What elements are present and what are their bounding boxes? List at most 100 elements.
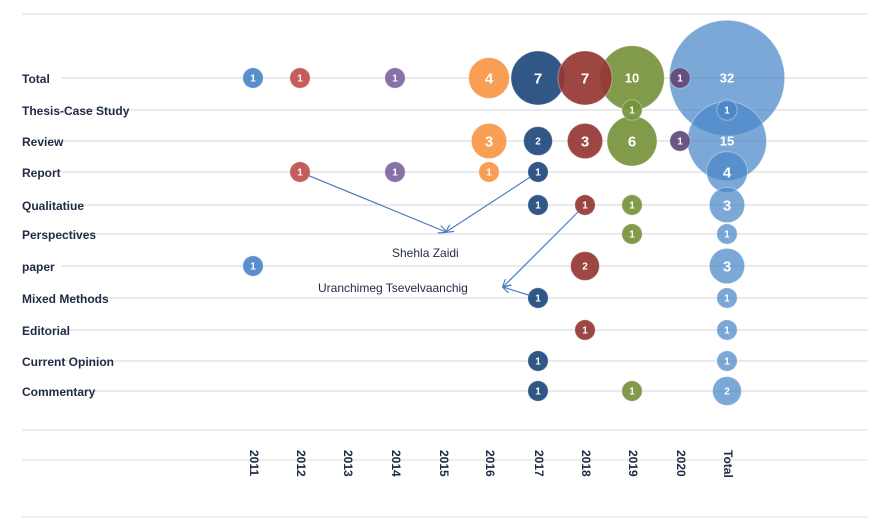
col-label-2015: 2015 <box>437 450 451 477</box>
row-label-thesis-case-study: Thesis-Case Study <box>22 104 130 118</box>
bubble-report-total: 4 <box>706 151 748 193</box>
annotation-arrow-shehla-zaidi-0 <box>308 174 446 232</box>
bubble-mark-total-2014 <box>384 67 406 89</box>
bubble-paper-total: 3 <box>708 247 746 285</box>
col-label-2018: 2018 <box>579 450 593 477</box>
bubble-value-qualitatiue-2017: 1 <box>535 201 541 212</box>
bubble-review-2019: 6 <box>606 115 658 167</box>
bubble-current-opinion-total: 1 <box>716 350 738 372</box>
bubble-value-total-2012: 1 <box>297 74 303 85</box>
bubble-qualitatiue-2019: 1 <box>621 194 643 216</box>
bubble-report-2014: 1 <box>384 161 406 183</box>
bubble-value-review-2016: 3 <box>485 133 493 150</box>
row-label-review: Review <box>22 135 64 149</box>
bubble-value-perspectives-2019: 1 <box>629 230 635 241</box>
bubble-mark-commentary-total <box>712 376 742 406</box>
bubble-total-total: 32 <box>668 19 786 137</box>
bubble-value-thesis-case-study-2019: 1 <box>629 106 635 117</box>
row-label-mixed-methods: Mixed Methods <box>22 292 109 306</box>
col-label-2012: 2012 <box>294 450 308 477</box>
bubble-value-qualitatiue-2019: 1 <box>629 201 635 212</box>
bubble-total-2020: 1 <box>669 67 691 89</box>
col-label-2020: 2020 <box>674 450 688 477</box>
bubble-value-total-2011: 1 <box>250 74 256 85</box>
bubble-mark-thesis-case-study-2019 <box>621 99 643 121</box>
bubble-mark-commentary-2017 <box>527 380 549 402</box>
bubble-value-commentary-2019: 1 <box>629 387 635 398</box>
bubble-mark-paper-total <box>708 247 746 285</box>
bubble-total-2012: 1 <box>289 67 311 89</box>
bubble-commentary-total: 2 <box>712 376 742 406</box>
row-labels: Total Thesis-Case Study Review Report Qualit… <box>22 72 130 399</box>
bubble-value-report-2012: 1 <box>297 168 303 179</box>
bubble-thesis-case-study-2019: 1 <box>621 99 643 121</box>
bubble-mark-total-2012 <box>289 67 311 89</box>
col-label-2017: 2017 <box>532 450 546 477</box>
bubble-mark-review-2020 <box>669 130 691 152</box>
bubble-value-total-2019: 10 <box>625 71 639 86</box>
bubble-value-review-2019: 6 <box>628 133 636 150</box>
row-label-perspectives: Perspectives <box>22 228 96 242</box>
bubble-mark-current-opinion-2017 <box>527 350 549 372</box>
bubble-perspectives-total: 1 <box>716 223 738 245</box>
bubble-mark-total-2020 <box>669 67 691 89</box>
bubble-value-thesis-case-study-total: 1 <box>724 106 730 117</box>
bubble-mark-total-2018 <box>557 50 613 106</box>
bubble-perspectives-2019: 1 <box>621 223 643 245</box>
col-label-2013: 2013 <box>341 450 355 477</box>
bubble-report-2017: 1 <box>527 161 549 183</box>
col-label-total: Total <box>721 450 735 478</box>
bubble-value-commentary-total: 2 <box>724 387 730 398</box>
bubble-mark-total-2016 <box>468 57 510 99</box>
bubble-mark-report-2014 <box>384 161 406 183</box>
bubble-qualitatiue-2017: 1 <box>527 194 549 216</box>
bubble-mark-perspectives-total <box>716 223 738 245</box>
row-label-current-opinion: Current Opinion <box>22 355 114 369</box>
bubble-value-report-2017: 1 <box>535 168 541 179</box>
bubble-mark-report-2017 <box>527 161 549 183</box>
annotation-arrow-uranchimeg-tsevelvaanchig-0 <box>503 210 580 287</box>
row-label-total: Total <box>22 72 50 86</box>
bubble-value-perspectives-total: 1 <box>724 230 730 241</box>
bubble-value-editorial-2018: 1 <box>582 326 588 337</box>
bubble-report-2012: 1 <box>289 161 311 183</box>
bubble-mixed-methods-total: 1 <box>716 287 738 309</box>
bubble-mark-report-2012 <box>289 161 311 183</box>
bubble-editorial-total: 1 <box>716 319 738 341</box>
bubble-mark-mixed-methods-total <box>716 287 738 309</box>
bubble-total-2018: 7 <box>557 50 613 106</box>
bubble-review-2018: 3 <box>566 122 604 160</box>
bubble-value-review-total: 15 <box>720 134 734 149</box>
bubble-mark-current-opinion-total <box>716 350 738 372</box>
bubble-value-current-opinion-total: 1 <box>724 357 730 368</box>
bubble-paper-2018: 2 <box>570 251 600 281</box>
bubble-value-review-2017: 2 <box>535 137 541 148</box>
col-label-2011: 2011 <box>247 450 261 476</box>
bubble-commentary-2017: 1 <box>527 380 549 402</box>
bubble-value-mixed-methods-total: 1 <box>724 294 730 305</box>
bubble-mark-qualitatiue-2017 <box>527 194 549 216</box>
bubble-value-report-total: 4 <box>723 164 732 181</box>
bubble-editorial-2018: 1 <box>574 319 596 341</box>
bubble-commentary-2019: 1 <box>621 380 643 402</box>
bubble-value-mixed-methods-2017: 1 <box>535 294 541 305</box>
bubble-mark-paper-2018 <box>570 251 600 281</box>
bubble-current-opinion-2017: 1 <box>527 350 549 372</box>
bubble-total-2017: 7 <box>510 50 566 106</box>
bubble-value-total-2017: 7 <box>534 70 542 87</box>
bubble-mark-qualitatiue-2019 <box>621 194 643 216</box>
annotation-label-uranchimeg-tsevelvaanchig: Uranchimeg Tsevelvaanchig <box>318 281 468 295</box>
row-label-editorial: Editorial <box>22 324 70 338</box>
bubble-mark-mixed-methods-2017 <box>527 287 549 309</box>
bubble-mark-total-2011 <box>242 67 264 89</box>
col-label-2016: 2016 <box>483 450 497 477</box>
annotation-uranchimeg-tsevelvaanchig: Uranchimeg Tsevelvaanchig <box>318 210 580 296</box>
bubble-mark-commentary-2019 <box>621 380 643 402</box>
col-label-2019: 2019 <box>626 450 640 477</box>
bubble-value-paper-total: 3 <box>723 258 731 275</box>
col-label-2014: 2014 <box>389 450 403 477</box>
bubble-thesis-case-study-total: 1 <box>716 99 738 121</box>
row-label-commentary: Commentary <box>22 385 96 399</box>
